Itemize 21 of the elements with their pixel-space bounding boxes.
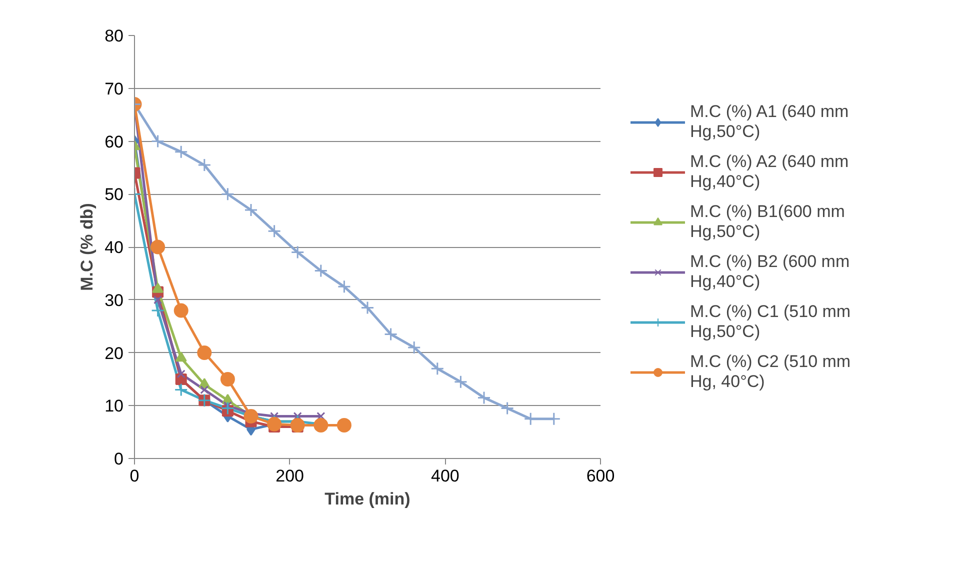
legend-label: M.C (%) A2 (640 mm Hg,40°C) <box>690 152 849 192</box>
y-tick-label: 20 <box>104 344 124 363</box>
y-tick-label: 0 <box>114 450 124 468</box>
y-tick-label: 80 <box>104 26 124 46</box>
y-axis-title: M.C (% db) <box>78 203 97 291</box>
y-tick-label: 70 <box>104 79 124 98</box>
x-tick-label: 0 <box>130 466 140 486</box>
legend-label: M.C (%) B2 (600 mm Hg,40°C) <box>690 252 850 292</box>
y-tick-label: 40 <box>104 238 124 257</box>
x-tick-label: 200 <box>276 466 304 486</box>
y-tick-label: 30 <box>104 290 124 310</box>
legend-label: M.C (%) A1 (640 mm Hg,50°C) <box>690 102 849 142</box>
legend-label: M.C (%) B1(600 mm Hg,50°C) <box>690 202 845 242</box>
legend-label: M.C (%) C1 (510 mm Hg,50°C) <box>690 302 851 342</box>
x-axis-title: Time (min) <box>324 490 410 508</box>
legend-label: M.C (%) C2 (510 mm Hg, 40°C) <box>690 352 851 392</box>
x-tick-label: 400 <box>430 466 460 486</box>
y-tick-label: 50 <box>104 185 124 204</box>
y-tick-label: 10 <box>104 396 124 416</box>
x-tick-label: 600 <box>586 466 615 486</box>
y-tick-label: 60 <box>104 132 124 152</box>
